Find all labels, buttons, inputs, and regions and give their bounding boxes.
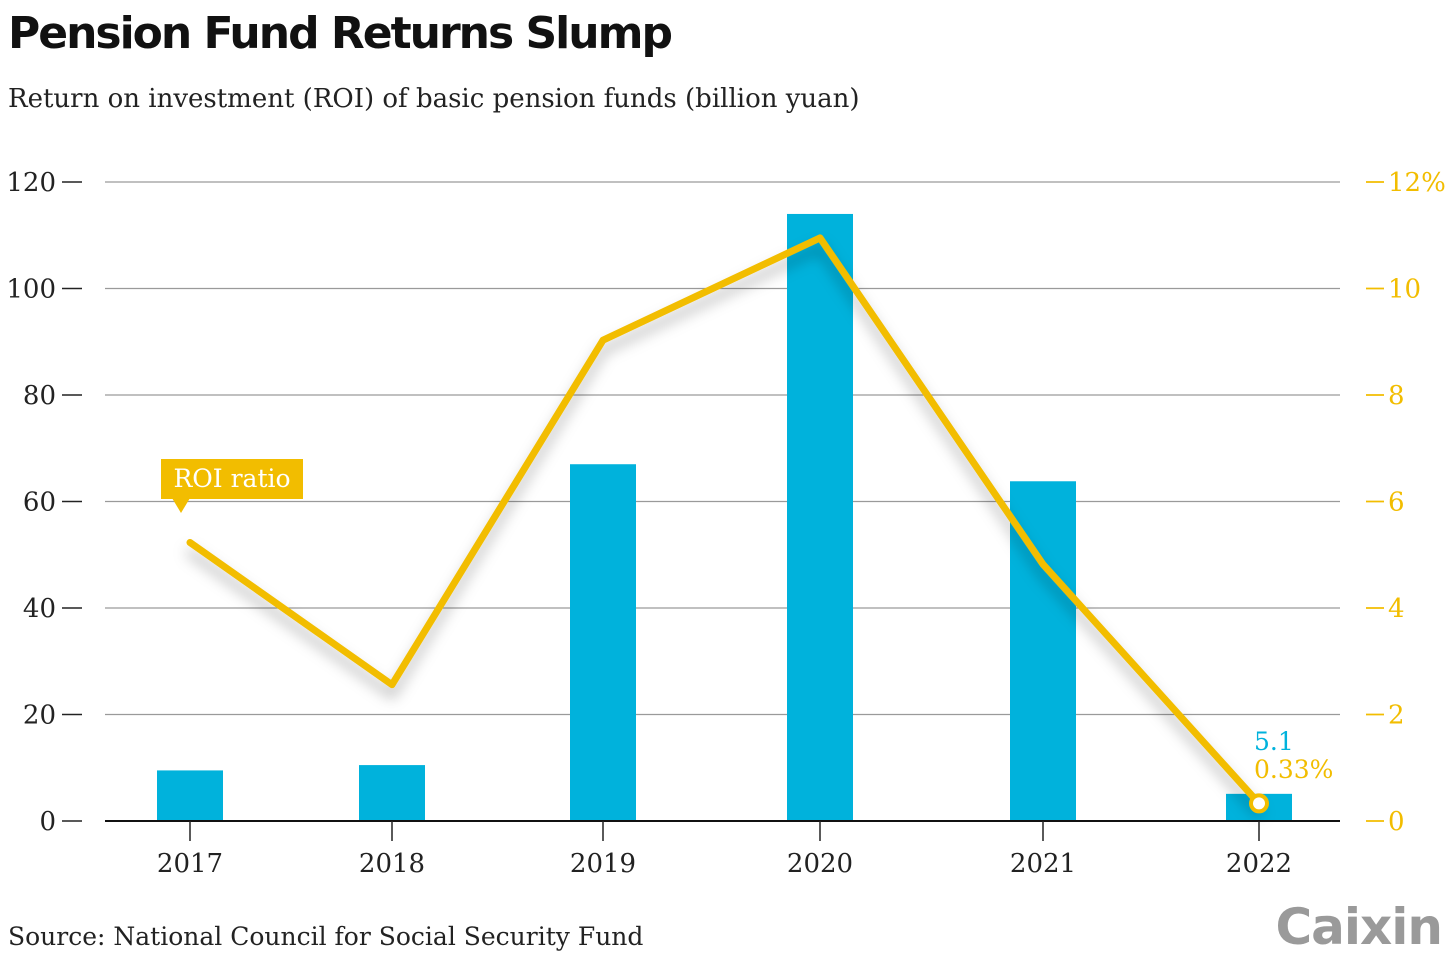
x-tick-label: 2022 <box>1226 849 1292 879</box>
x-tick-label: 2021 <box>1010 849 1076 879</box>
left-tick-label: 20 <box>23 701 56 731</box>
left-tick-label: 100 <box>6 275 56 305</box>
left-axis: 0 20 40 60 80 100 120 <box>6 168 82 837</box>
roi-line-series <box>186 234 1269 814</box>
source-note: Source: National Council for Social Secu… <box>8 922 644 951</box>
right-tick-label: 10 <box>1388 275 1421 305</box>
bar-2020 <box>787 213 853 821</box>
right-tick-label: 4 <box>1388 594 1405 624</box>
right-tick-label: 0 <box>1388 807 1405 837</box>
roi-ratio-callout-pointer <box>172 498 190 513</box>
caixin-logo: Caixin <box>1275 898 1443 956</box>
left-tick-label: 60 <box>23 488 56 518</box>
x-tick-label: 2018 <box>359 849 425 879</box>
roi-line <box>186 234 1263 807</box>
x-tick-label: 2017 <box>157 849 223 879</box>
right-tick-label: 6 <box>1388 488 1405 518</box>
left-tick-label: 40 <box>23 594 56 624</box>
bar-2022-value-label: 5.1 <box>1254 727 1294 756</box>
page-title: Pension Fund Returns Slump <box>8 8 673 59</box>
right-tick-label: 8 <box>1388 381 1405 411</box>
right-tick-label: 12% <box>1388 168 1446 198</box>
right-tick-label: 2 <box>1388 701 1405 731</box>
bar-2019 <box>570 464 636 821</box>
x-tick-label: 2020 <box>787 849 853 879</box>
x-tick-label: 2019 <box>570 849 636 879</box>
left-tick-label: 80 <box>23 381 56 411</box>
chart-subtitle: Return on investment (ROI) of basic pens… <box>8 84 860 114</box>
roi-line-end-marker <box>1249 793 1269 814</box>
line-2022-value-label: 0.33% <box>1254 755 1333 784</box>
bar-2018 <box>359 765 425 821</box>
roi-ratio-label: ROI ratio <box>173 464 290 493</box>
x-axis: 2017 2018 2019 2020 2021 2022 <box>157 821 1292 879</box>
left-tick-label: 120 <box>6 168 56 198</box>
roi-ratio-callout-box <box>161 459 303 499</box>
bars <box>157 213 1292 821</box>
roi-ratio-callout: ROI ratio <box>161 459 303 513</box>
bar-2017 <box>157 770 223 821</box>
gridlines <box>105 181 1340 716</box>
left-tick-label: 0 <box>39 807 56 837</box>
right-axis: 0 2 4 6 8 10 12% <box>1366 168 1446 837</box>
